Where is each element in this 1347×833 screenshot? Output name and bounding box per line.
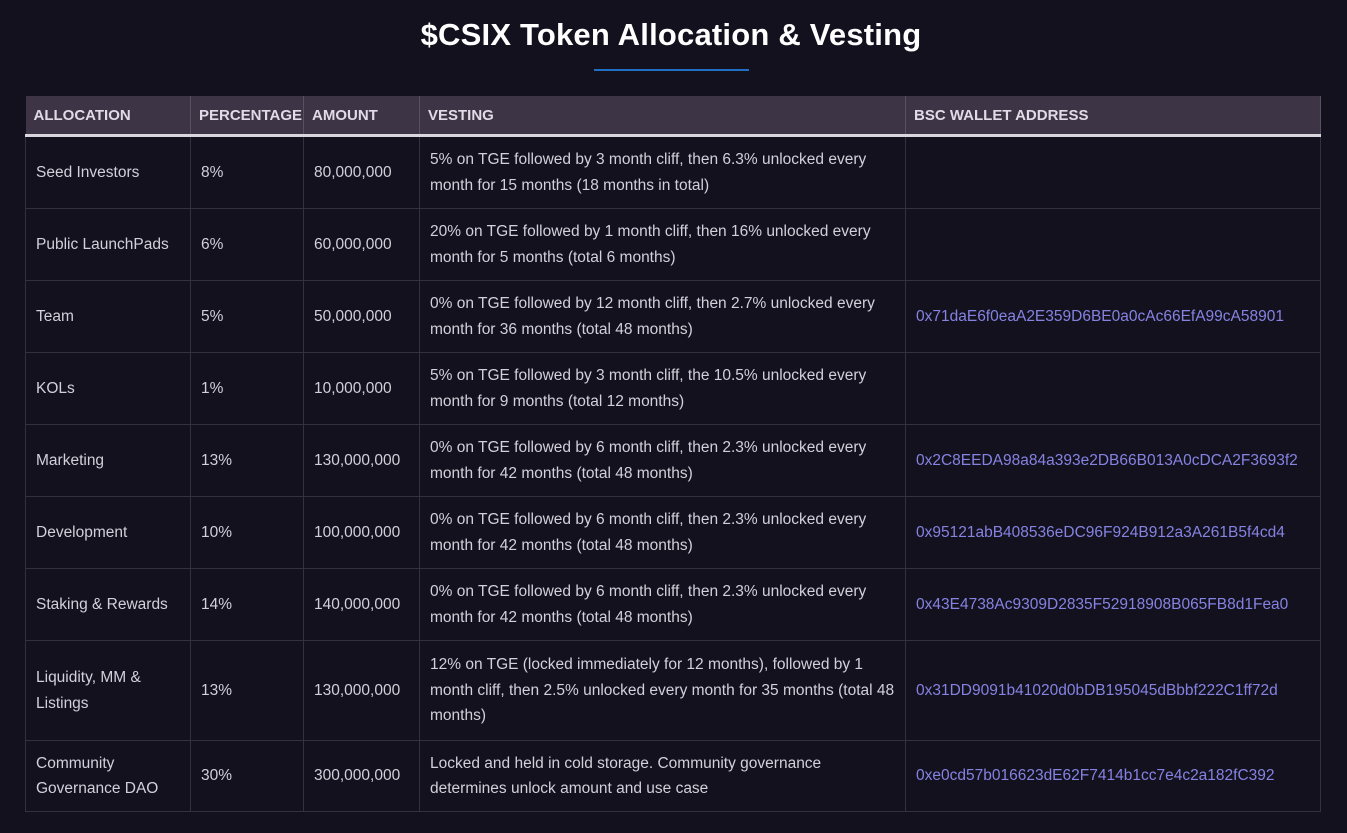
allocation-cell: Development <box>25 496 191 569</box>
percentage-cell: 8% <box>190 135 304 209</box>
wallet-address-link[interactable]: 0x2C8EEDA98a84a393e2DB66B013A0cDCA2F3693… <box>905 424 1321 497</box>
vesting-cell: 0% on TGE followed by 6 month cliff, the… <box>419 568 906 641</box>
allocation-cell: Marketing <box>25 424 191 497</box>
table-row: Liquidity, MM & Listings 13% 130,000,000 12… <box>25 640 1321 741</box>
wallet-address-link[interactable]: 0x43E4738Ac9309D2835F52918908B065FB8d1Fe… <box>905 568 1321 641</box>
allocation-cell: KOLs <box>25 352 191 425</box>
allocation-cell: Team <box>25 280 191 353</box>
wallet-address-link <box>905 352 1321 425</box>
percentage-cell: 30% <box>190 740 304 812</box>
table-row: Seed Investors 8% 80,000,000 5% on TGE foll… <box>25 135 1321 209</box>
header-percentage: PERCENTAGE <box>190 96 304 137</box>
header-vesting: VESTING <box>419 96 906 137</box>
allocation-cell: Community Governance DAO <box>25 740 191 812</box>
vesting-cell: 0% on TGE followed by 6 month cliff, the… <box>419 496 906 569</box>
percentage-cell: 13% <box>190 640 304 741</box>
vesting-cell: 0% on TGE followed by 6 month cliff, the… <box>419 424 906 497</box>
amount-cell: 140,000,000 <box>303 568 420 641</box>
allocation-table: ALLOCATION PERCENTAGE AMOUNT VESTING BSC… <box>25 96 1321 812</box>
title-underline <box>594 69 749 71</box>
wallet-address-link[interactable]: 0x71daE6f0eaA2E359D6BE0a0cAc66EfA99cA589… <box>905 280 1321 353</box>
allocation-cell: Seed Investors <box>25 135 191 209</box>
header-allocation: ALLOCATION <box>25 96 191 137</box>
allocation-cell: Staking & Rewards <box>25 568 191 641</box>
vesting-cell: 0% on TGE followed by 12 month cliff, th… <box>419 280 906 353</box>
percentage-cell: 6% <box>190 208 304 281</box>
amount-cell: 130,000,000 <box>303 424 420 497</box>
table-row: Public LaunchPads 6% 60,000,000 20% on TGE … <box>25 208 1321 281</box>
amount-cell: 300,000,000 <box>303 740 420 812</box>
header-amount: AMOUNT <box>303 96 420 137</box>
vesting-cell: 5% on TGE followed by 3 month cliff, the… <box>419 352 906 425</box>
table-row: Development 10% 100,000,000 0% on TGE follo… <box>25 496 1321 569</box>
wallet-address-link <box>905 208 1321 281</box>
amount-cell: 50,000,000 <box>303 280 420 353</box>
amount-cell: 60,000,000 <box>303 208 420 281</box>
wallet-address-link[interactable]: 0x31DD9091b41020d0bDB195045dBbbf222C1ff7… <box>905 640 1321 741</box>
table-row: Team 5% 50,000,000 0% on TGE followed by 12… <box>25 280 1321 353</box>
amount-cell: 130,000,000 <box>303 640 420 741</box>
table-row: Staking & Rewards 14% 140,000,000 0% on TGE… <box>25 568 1321 641</box>
allocation-cell: Liquidity, MM & Listings <box>25 640 191 741</box>
percentage-cell: 5% <box>190 280 304 353</box>
amount-cell: 100,000,000 <box>303 496 420 569</box>
table-header-row: ALLOCATION PERCENTAGE AMOUNT VESTING BSC… <box>25 96 1321 137</box>
amount-cell: 80,000,000 <box>303 135 420 209</box>
wallet-address-link[interactable]: 0x95121abB408536eDC96F924B912a3A261B5f4c… <box>905 496 1321 569</box>
vesting-cell: 5% on TGE followed by 3 month cliff, the… <box>419 135 906 209</box>
page-title: $CSIX Token Allocation & Vesting <box>420 17 922 52</box>
vesting-cell: 20% on TGE followed by 1 month cliff, th… <box>419 208 906 281</box>
table-row: KOLs 1% 10,000,000 5% on TGE followed by 3 … <box>25 352 1321 425</box>
percentage-cell: 13% <box>190 424 304 497</box>
percentage-cell: 14% <box>190 568 304 641</box>
table-row: Community Governance DAO 30% 300,000,000 Lo… <box>25 740 1321 812</box>
wallet-address-link[interactable]: 0xe0cd57b016623dE62F7414b1cc7e4c2a182fC3… <box>905 740 1321 812</box>
vesting-cell: 12% on TGE (locked immediately for 12 mo… <box>419 640 906 741</box>
vesting-cell: Locked and held in cold storage. Communi… <box>419 740 906 812</box>
amount-cell: 10,000,000 <box>303 352 420 425</box>
percentage-cell: 10% <box>190 496 304 569</box>
allocation-cell: Public LaunchPads <box>25 208 191 281</box>
table-row: Marketing 13% 130,000,000 0% on TGE followe… <box>25 424 1321 497</box>
percentage-cell: 1% <box>190 352 304 425</box>
wallet-address-link <box>905 135 1321 209</box>
header-wallet-address: BSC WALLET ADDRESS <box>905 96 1321 137</box>
